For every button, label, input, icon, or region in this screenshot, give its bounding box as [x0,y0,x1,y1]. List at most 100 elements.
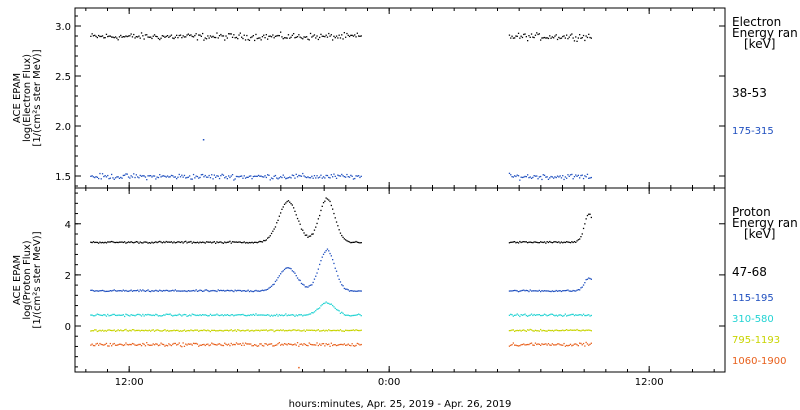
data-point [151,241,153,243]
data-point [108,329,110,331]
data-point [582,329,585,331]
data-point [298,314,300,316]
data-point [239,175,241,177]
data-point [563,290,565,292]
data-point [237,289,239,292]
data-point [166,241,169,243]
data-point [208,174,210,177]
data-point [90,241,92,243]
data-point [235,36,238,39]
data-point [291,344,293,346]
data-point [218,241,221,243]
data-point [590,330,592,332]
data-point [576,289,578,291]
data-point [569,34,572,36]
data-point [183,345,186,347]
data-point [320,344,322,346]
data-point [153,34,156,36]
data-point [326,344,329,346]
data-point [144,241,147,243]
data-point [576,40,578,42]
data-point [117,344,119,346]
data-point [348,35,351,38]
data-point [317,268,319,270]
data-point [346,32,348,35]
data-point [525,314,527,317]
data-point [203,290,205,292]
data-point [528,241,530,243]
data-point [165,313,167,315]
data-point [352,290,355,292]
data-point [131,329,134,331]
data-point [125,173,127,175]
data-point [299,223,301,225]
data-point [303,314,305,316]
data-point [325,174,327,177]
y-axis-label: ACE EPAMlog(Proton Flux)[1/(cm²s ster Me… [12,231,43,328]
data-point [157,176,160,179]
data-point [133,173,135,175]
data-point [221,173,223,175]
data-point [332,176,334,178]
data-point [256,290,258,292]
data-point [135,36,137,38]
data-point [95,314,97,316]
data-point [247,314,249,316]
data-point [554,329,556,331]
data-point [287,34,290,36]
data-point [590,37,592,39]
data-point [306,329,308,331]
data-point [360,175,362,177]
data-point [276,329,278,331]
data-point [217,343,219,345]
data-point [590,176,592,179]
data-point [143,343,145,345]
data-point [124,174,126,176]
data-point [200,174,202,176]
data-point [270,177,273,179]
plot-frame [74,7,726,189]
data-point [560,344,563,346]
data-point [242,342,244,344]
data-point [116,37,118,39]
data-point [261,36,264,38]
data-point [510,174,512,176]
data-point [212,329,214,332]
data-point [140,290,143,292]
data-point [580,236,582,238]
data-point [589,315,591,317]
data-point [541,37,543,39]
data-point [511,314,513,316]
data-point [321,304,323,306]
data-point [584,314,586,317]
data-point [521,176,524,179]
data-point [352,314,355,317]
data-point [139,174,141,177]
data-point [549,329,551,332]
data-point [231,330,234,332]
data-point [334,37,336,39]
data-point [157,315,160,317]
data-point [519,179,521,181]
data-point [325,343,327,345]
data-point [251,36,253,38]
data-point [286,315,288,317]
data-point [296,329,299,331]
series-115-195 [90,248,592,293]
data-point [511,176,513,178]
data-point [181,330,183,332]
data-point [234,289,236,291]
data-point [185,177,187,179]
data-point [256,242,258,244]
data-point [358,175,360,177]
data-point [185,240,187,242]
data-point [104,241,106,243]
data-point [191,290,193,292]
data-point [543,343,546,345]
data-point [146,179,148,181]
data-point [212,314,214,316]
data-point [325,301,327,303]
data-point [124,36,126,38]
data-point [208,315,210,317]
data-point [156,314,158,316]
